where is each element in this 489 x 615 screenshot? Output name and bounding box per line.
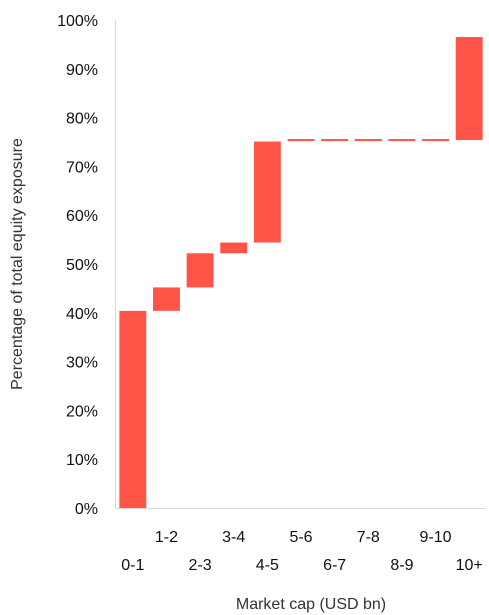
x-tick-label: 2-3 [189,557,212,574]
y-tick-label: 80% [66,111,98,128]
x-tick-label: 0-1 [121,557,144,574]
x-tick-label: 5-6 [289,529,312,546]
x-tick-label: 8-9 [390,557,413,574]
y-tick-label: 40% [66,306,98,323]
bars [119,37,483,508]
bar-5-6 [287,139,315,142]
bar-10+ [455,37,483,141]
bar-6-7 [321,139,349,142]
bar-2-3 [186,253,214,288]
x-tick-label: 10+ [456,557,483,574]
x-tick-label: 6-7 [323,557,346,574]
y-tick-label: 60% [66,208,98,225]
bar-7-8 [354,139,382,142]
bar-4-5 [253,141,281,243]
bar-3-4 [220,242,248,254]
y-tick-label: 20% [66,403,98,420]
y-tick-label: 100% [57,13,98,30]
y-tick-label: 30% [66,355,98,372]
bar-8-9 [388,139,416,142]
y-axis-title: Percentage of total equity exposure [9,138,26,390]
bar-9-10 [422,139,449,142]
x-tick-label: 7-8 [357,529,380,546]
y-tick-label: 10% [66,452,98,469]
x-tick-label: 9-10 [420,529,452,546]
x-axis-title: Market cap (USD bn) [236,596,386,613]
y-tick-label: 50% [66,257,98,274]
y-tick-label: 90% [66,62,98,79]
bar-1-2 [153,287,180,311]
bar-0-1 [119,310,147,508]
x-tick-label: 4-5 [256,557,279,574]
x-tick-label: 3-4 [222,529,245,546]
x-tick-label: 1-2 [155,529,178,546]
y-tick-label: 70% [66,159,98,176]
y-tick-label: 0% [75,501,98,518]
y-axis-ticks: 0% 10% 20% 30% 40% 50% 60% 70% 80% 90% 100% [57,13,98,518]
